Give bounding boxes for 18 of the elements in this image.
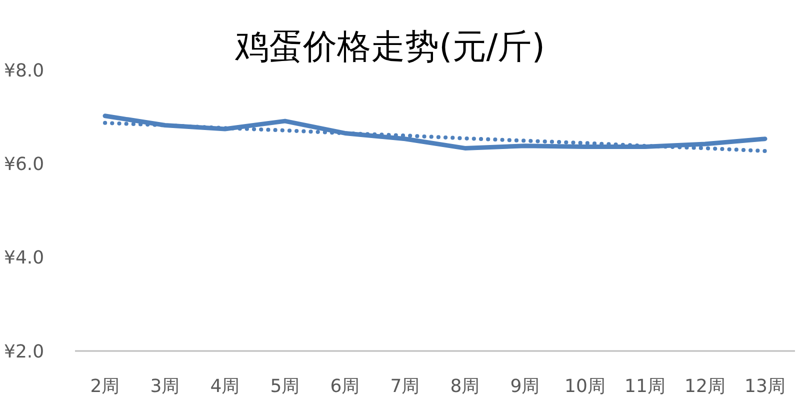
x-tick-label: 9周 [510, 376, 540, 397]
chart-title: 鸡蛋价格走势(元/斤) [234, 27, 545, 67]
y-tick-label: ¥8.0 [4, 60, 44, 82]
x-tick-label: 3周 [150, 376, 180, 397]
y-tick-label: ¥4.0 [4, 248, 44, 269]
x-tick-label: 4周 [210, 376, 240, 397]
x-tick-label: 12周 [684, 376, 726, 397]
x-tick-label: 13周 [744, 376, 786, 397]
x-tick-label: 10周 [564, 376, 606, 397]
line-series [102, 114, 768, 150]
x-tick-label: 5周 [270, 376, 300, 397]
x-tick-label: 8周 [450, 376, 480, 397]
x-tick-label: 6周 [330, 376, 360, 397]
x-tick-label: 11周 [624, 376, 666, 397]
x-tick-label: 7周 [390, 376, 420, 397]
x-tick-label: 2周 [90, 376, 120, 397]
y-tick-label: ¥6.0 [4, 154, 44, 175]
y-tick-label: ¥2.0 [4, 341, 44, 362]
